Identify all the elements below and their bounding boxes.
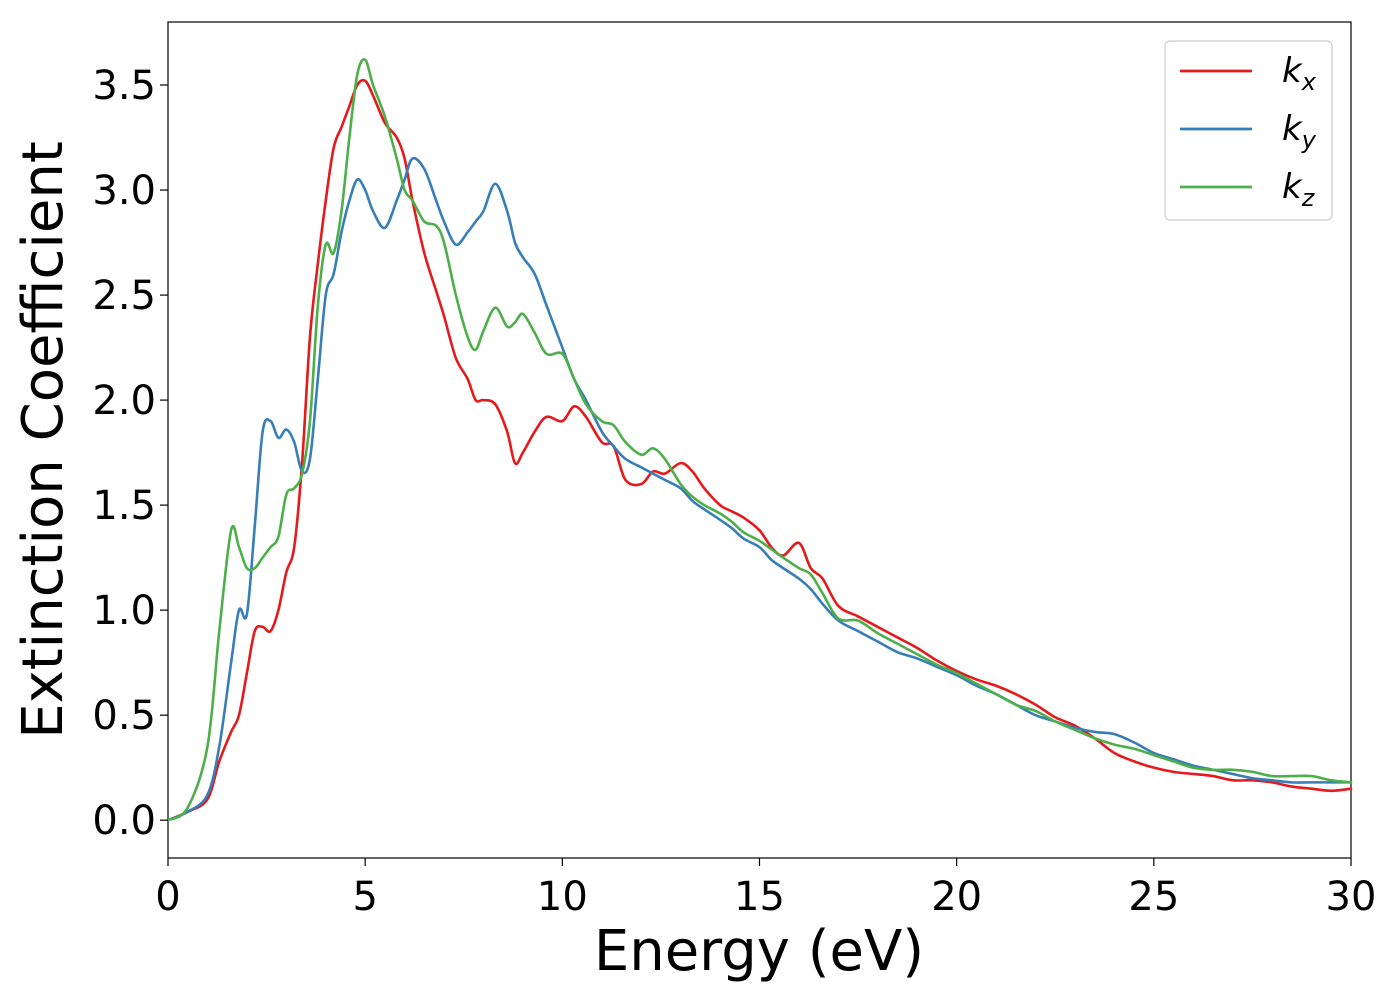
y-axis-ticks: 0.0 0.5 1.0 1.5 2.0 2.5 3.0 3.5 [92,63,168,844]
y-tick-label: 0.0 [92,798,156,844]
series-lines [166,58,1353,822]
y-tick-label: 1.0 [92,588,156,634]
x-tick-label: 0 [155,874,180,920]
series-line-kx [166,78,1353,822]
x-axis-ticks: 0 5 10 15 20 25 30 [155,858,1376,920]
y-tick-label: 1.5 [92,483,156,529]
legend-label-kz: kz [1282,167,1316,212]
legend-label-ky: ky [1282,109,1317,154]
x-tick-label: 25 [1128,874,1179,920]
y-axis-label: Extinction Coefficient [11,141,76,739]
x-axis-label: Energy (eV) [594,919,924,984]
x-tick-label: 30 [1326,874,1377,920]
series-line-kz [166,58,1353,822]
x-tick-label: 10 [537,874,588,920]
y-tick-label: 2.0 [92,378,156,424]
y-tick-label: 0.5 [92,693,156,739]
legend-label-kx: kx [1282,51,1317,96]
x-tick-label: 20 [931,874,982,920]
plot-area [167,21,1352,859]
y-tick-label: 2.5 [92,273,156,319]
x-tick-label: 5 [352,874,377,920]
legend-frame [1164,40,1333,221]
y-tick-label: 3.5 [92,63,156,109]
x-tick-label: 15 [734,874,785,920]
y-tick-label: 3.0 [92,168,156,214]
legend: kx ky kz [1164,40,1333,221]
